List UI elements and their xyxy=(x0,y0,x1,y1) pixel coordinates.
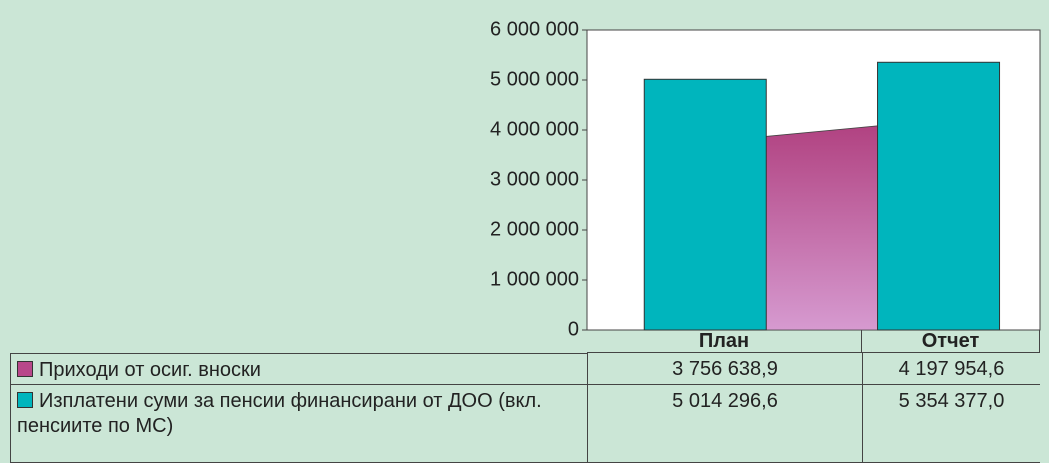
y-tick-label: 3 000 000 xyxy=(490,168,579,190)
header-cell: Отчет xyxy=(862,330,1040,353)
value-cell: 3 756 638,9 xyxy=(587,353,862,385)
bar xyxy=(877,61,1001,331)
value-cell: 5 014 296,6 xyxy=(587,385,862,463)
cell-text: План xyxy=(698,330,750,352)
value-cell: 4 197 954,6 xyxy=(862,353,1040,385)
y-tick-label: 4 000 000 xyxy=(490,118,579,140)
legend-label: Приходи от осиг. вноски xyxy=(39,359,261,381)
legend-key xyxy=(17,392,33,408)
legend-key xyxy=(17,361,33,377)
legend-cell: Приходи от осиг. вноски xyxy=(10,353,587,385)
bar xyxy=(643,78,767,331)
cell-text: 3 756 638,9 xyxy=(672,358,778,380)
y-tick-label: 0 xyxy=(568,318,579,340)
y-tick-label: 2 000 000 xyxy=(490,218,579,240)
legend-label: Изплатени суми за пенсии финансирани от … xyxy=(17,390,542,437)
y-tick-label: 6 000 000 xyxy=(490,18,579,40)
y-tick-label: 5 000 000 xyxy=(490,68,579,90)
legend-cell: Изплатени суми за пенсии финансирани от … xyxy=(10,385,587,463)
y-tick-label: 1 000 000 xyxy=(490,268,579,290)
header-cell: План xyxy=(587,330,862,353)
cell-text: 4 197 954,6 xyxy=(898,358,1005,380)
cell-text: 5 014 296,6 xyxy=(672,390,778,412)
cell-text: 5 354 377,0 xyxy=(898,390,1005,412)
value-cell: 5 354 377,0 xyxy=(862,385,1040,463)
cell-text: Отчет xyxy=(921,330,980,352)
